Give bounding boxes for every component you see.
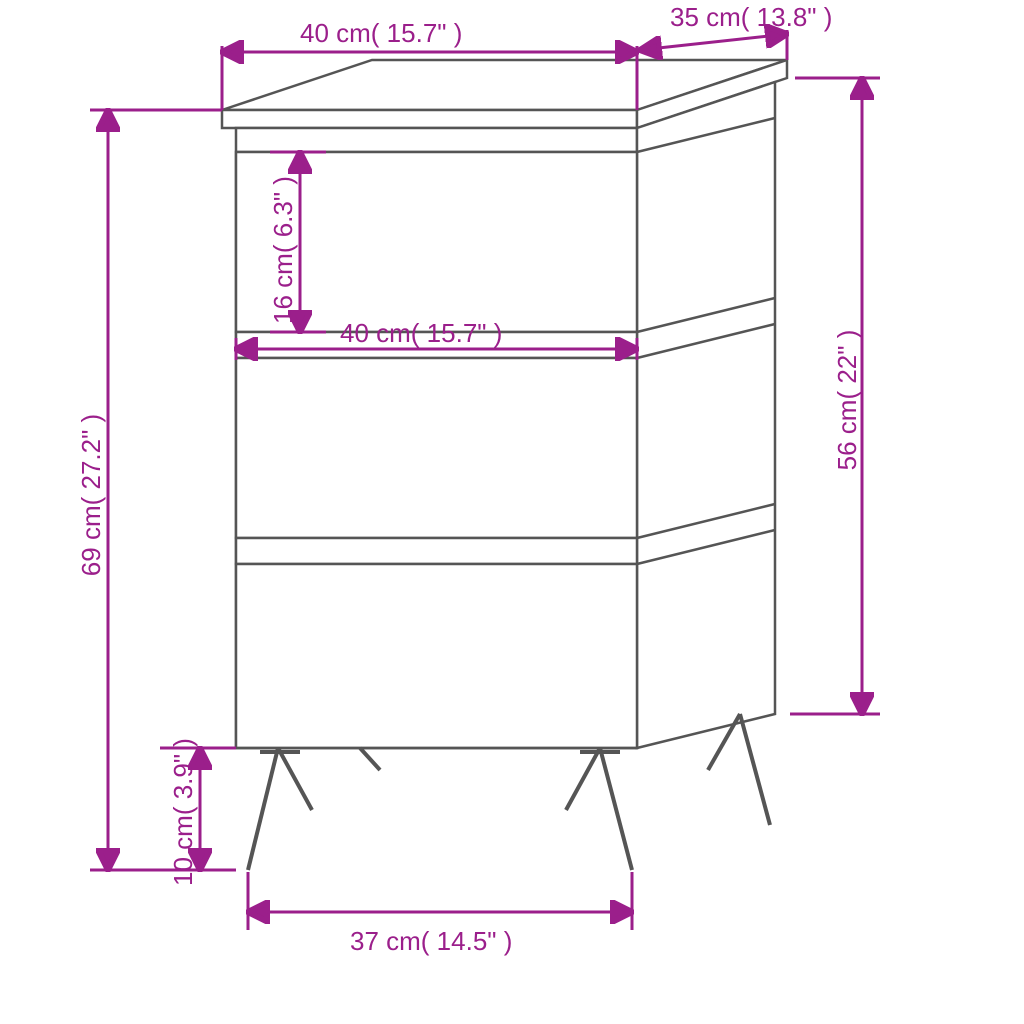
dim-top-width-label: 40 cm( 15.7" ) [300, 18, 462, 48]
furniture-dimension-diagram: 40 cm( 15.7" ) 35 cm( 13.8" ) 40 cm( 15.… [0, 0, 1024, 1024]
dim-drawer-h-label: 16 cm( 6.3" ) [268, 176, 298, 324]
dim-body-height: 56 cm( 22" ) [790, 78, 880, 714]
dim-leg-span-label: 37 cm( 14.5" ) [350, 926, 512, 956]
dim-total-h-label: 69 cm( 27.2" ) [76, 414, 106, 576]
dim-drawer-w-label: 40 cm( 15.7" ) [340, 318, 502, 348]
dim-total-height: 69 cm( 27.2" ) [76, 110, 236, 870]
dim-leg-span: 37 cm( 14.5" ) [248, 872, 632, 956]
dim-top-depth-label: 35 cm( 13.8" ) [670, 2, 832, 32]
dim-leg-h-label: 10 cm( 3.9" ) [168, 738, 198, 886]
dim-body-h-label: 56 cm( 22" ) [832, 330, 862, 471]
cabinet [222, 60, 787, 870]
dim-top-depth: 35 cm( 13.8" ) [637, 2, 832, 60]
dim-leg-height: 10 cm( 3.9" ) [160, 738, 236, 886]
